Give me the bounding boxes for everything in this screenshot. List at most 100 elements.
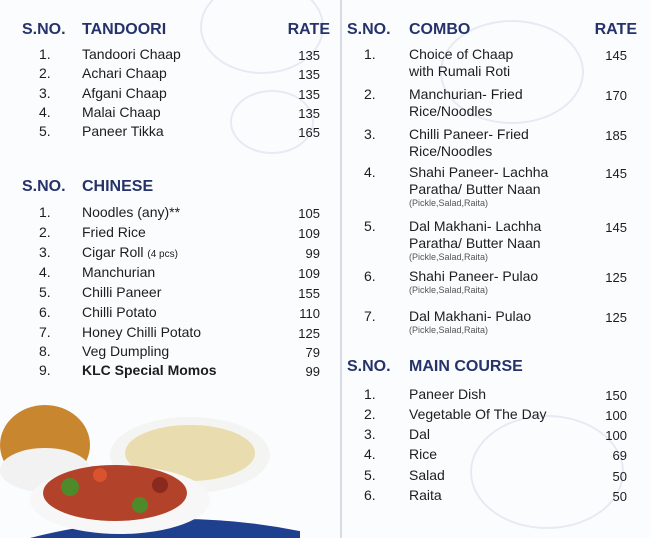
menu-item: 1. Noodles (any)** 105 (22, 204, 330, 222)
item-name: Dal Makhani- Pulao (Pickle,Salad,Raita) (409, 308, 531, 336)
combo-item: 1. Choice of Chaap with Rumali Roti 145 (347, 46, 637, 86)
item-name: Afgani Chaap (82, 85, 167, 102)
item-name-text: Cigar Roll (82, 244, 144, 260)
menu-item: 4. Manchurian 109 (22, 264, 330, 282)
item-rate: 50 (612, 469, 627, 484)
item-rate: 109 (298, 226, 320, 241)
item-rate: 99 (305, 364, 320, 379)
item-name: Manchurian (82, 264, 155, 281)
item-name-text: Manchurian (82, 264, 156, 280)
item-name: Salad (409, 467, 445, 484)
menu-item: 3. Cigar Roll (4 pcs) 99 (22, 244, 330, 262)
item-name-text: Chilli Paneer (82, 284, 162, 300)
item-name-line: Paratha/ Butter Naan (409, 235, 541, 251)
background-doodle (470, 415, 624, 529)
item-note: (Pickle,Salad,Raita) (409, 285, 489, 295)
item-number: 3. (39, 244, 51, 260)
combo-item: 2. Manchurian- Fried Rice/Noodles 170 (347, 86, 637, 126)
item-number: 1. (39, 204, 51, 220)
item-name-line: Dal Makhani- Lachha (409, 218, 542, 234)
item-rate: 135 (298, 48, 320, 63)
item-quantity: (4 pcs) (147, 249, 178, 260)
menu-item: 5. Chilli Paneer 155 (22, 284, 330, 302)
item-name: Fried Rice (82, 224, 146, 241)
item-rate: 155 (298, 286, 320, 301)
item-name-line: Paratha/ Butter Naan (409, 181, 541, 197)
item-name-text: Raita (409, 487, 442, 503)
item-number: 5. (364, 218, 376, 234)
item-number: 2. (364, 86, 376, 102)
combo-item: 5. Dal Makhani- Lachha Paratha/ Butter Naa… (347, 218, 637, 262)
item-name-text: Veg Dumpling (82, 343, 170, 359)
item-name: Paneer Dish (409, 386, 486, 403)
item-name: Shahi Paneer- Lachha Paratha/ Butter Naan… (409, 164, 548, 209)
item-name: KLC Special Momos (82, 362, 217, 379)
item-rate: 185 (605, 128, 627, 143)
item-rate: 125 (605, 310, 627, 325)
menu-item: 2. Achari Chaap 135 (22, 65, 330, 83)
item-rate: 99 (305, 246, 320, 261)
item-number: 6. (39, 304, 51, 320)
item-name-text: Tandoori Chaap (82, 46, 181, 62)
item-rate: 110 (299, 306, 320, 321)
item-note: (Pickle,Salad,Raita) (409, 252, 489, 262)
item-name-line: Manchurian- Fried (409, 86, 523, 102)
item-number: 4. (39, 104, 51, 120)
item-name-line: Choice of Chaap (409, 46, 514, 62)
menu-item: 6. Raita 50 (347, 487, 637, 505)
item-name-text: Fried Rice (82, 224, 146, 240)
sno-header: S.NO. (22, 178, 66, 195)
rate-header: RATE (594, 21, 637, 38)
section-title: TANDOORI (82, 21, 167, 38)
item-number: 1. (364, 386, 376, 402)
item-number: 7. (364, 308, 376, 324)
item-name-text: Rice (409, 446, 438, 462)
item-name-text: Dal (409, 426, 431, 442)
item-name: Paneer Tikka (82, 123, 164, 140)
item-name: Honey Chilli Potato (82, 324, 201, 341)
food-image (0, 405, 300, 538)
item-rate: 125 (298, 326, 320, 341)
item-name: Manchurian- Fried Rice/Noodles (409, 86, 523, 120)
menu-item: 5. Paneer Tikka 165 (22, 123, 330, 141)
item-name: Shahi Paneer- Pulao (Pickle,Salad,Raita) (409, 268, 538, 296)
item-name: Choice of Chaap with Rumali Roti (409, 46, 513, 80)
item-number: 1. (364, 46, 376, 62)
section-title: COMBO (409, 21, 471, 38)
item-name-text: Chilli Potato (82, 304, 157, 320)
menu-item: 3. Afgani Chaap 135 (22, 85, 330, 103)
item-rate: 145 (605, 220, 627, 235)
item-name: Chilli Paneer (82, 284, 161, 301)
item-rate: 135 (298, 106, 320, 121)
item-name: Veg Dumpling (82, 343, 169, 360)
item-number: 2. (39, 224, 51, 240)
item-name: Noodles (any)** (82, 204, 180, 221)
background-doodle (230, 90, 314, 154)
menu-item: 4. Rice 69 (347, 446, 637, 464)
item-number: 3. (39, 85, 51, 101)
combo-item: 6. Shahi Paneer- Pulao (Pickle,Salad,Raita… (347, 268, 637, 308)
menu-item: 3. Dal 100 (347, 426, 637, 444)
item-number: 4. (364, 164, 376, 180)
item-rate: 135 (298, 87, 320, 102)
item-number: 7. (39, 324, 51, 340)
sno-header: S.NO. (22, 21, 66, 38)
item-name-line: Shahi Paneer- Lachha (409, 164, 549, 180)
item-rate: 135 (298, 67, 320, 82)
menu-item: 9. KLC Special Momos 99 (22, 362, 330, 380)
item-name: Dal (409, 426, 430, 443)
item-name: Rice (409, 446, 437, 463)
item-name-text: Salad (409, 467, 445, 483)
item-name-text: KLC Special Momos (82, 362, 217, 378)
item-rate: 145 (605, 166, 627, 181)
item-number: 6. (364, 487, 376, 503)
item-name: Dal Makhani- Lachha Paratha/ Butter Naan(… (409, 218, 541, 263)
combo-item: 3. Chilli Paneer- Fried Rice/Noodles 185 (347, 126, 637, 166)
item-number: 2. (39, 65, 51, 81)
item-rate: 150 (605, 388, 627, 403)
menu-item: 2. Vegetable Of The Day 100 (347, 406, 637, 424)
menu-item: 1. Tandoori Chaap 135 (22, 46, 330, 64)
item-name-text: Afgani Chaap (82, 85, 167, 101)
item-rate: 50 (612, 489, 627, 504)
item-note: (Pickle,Salad,Raita) (409, 198, 489, 208)
